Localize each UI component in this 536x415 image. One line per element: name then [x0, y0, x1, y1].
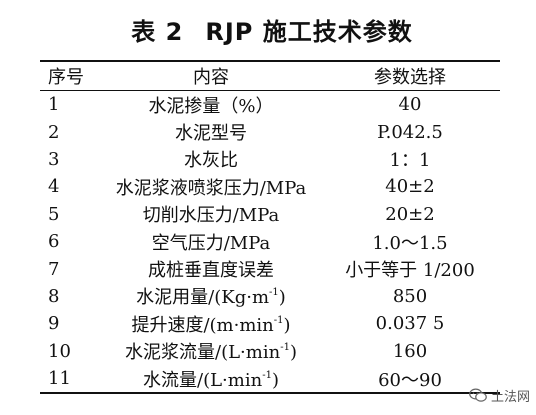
row-content-main: 水泥用量/(Kg·m [136, 287, 270, 309]
table-row: 2 水泥型号 P.042.5 [40, 118, 500, 145]
row-content: 成桩垂直度误差 [148, 260, 274, 282]
row-content-end: ) [271, 369, 279, 391]
row-no: 2 [48, 121, 60, 143]
table-header-row: 序号 内容 参数选择 [40, 62, 500, 91]
table-row: 3 水灰比 1：1 [40, 146, 500, 173]
row-param: 小于等于 1/200 [345, 260, 475, 282]
row-content-sup: -1 [273, 314, 284, 326]
row-no: 3 [48, 148, 60, 170]
row-content-end: ) [289, 342, 297, 364]
row-param: 850 [392, 285, 428, 307]
row-content: 切削水压力/MPa [142, 205, 280, 227]
table-caption: RJP 施工技术参数 [205, 18, 413, 46]
row-param: 0.037 5 [375, 313, 445, 335]
header-no: 序号 [48, 67, 84, 88]
table-row: 4 水泥浆液喷浆压力/MPa 40±2 [40, 173, 500, 200]
row-content: 水泥浆流量/(L·min-1) [102, 338, 320, 364]
parameter-table: 序号 内容 参数选择 1 水泥掺量（%） 40 2 水泥型号 P.042.5 3… [40, 60, 500, 395]
table-row: 7 成桩垂直度误差 小于等于 1/200 [40, 255, 500, 282]
table-row: 1 水泥掺量（%） 40 [40, 91, 500, 118]
row-no: 4 [48, 176, 60, 198]
wechat-icon [469, 388, 487, 402]
row-param: 40 [398, 94, 422, 116]
row-content: 水灰比 [184, 150, 238, 172]
row-param: 160 [392, 340, 428, 362]
watermark-text: 土法网 [490, 390, 530, 405]
row-content-sup: -1 [262, 369, 272, 381]
row-param: P.042.5 [377, 121, 443, 143]
row-content-main: 提升速度/(m·min [131, 314, 274, 336]
table-title: 表 2 RJP 施工技术参数 [0, 12, 536, 47]
row-content-end: ) [283, 314, 291, 336]
row-no: 6 [48, 231, 60, 253]
row-no: 11 [48, 368, 71, 390]
row-content: 水泥浆液喷浆压力/MPa [115, 177, 307, 199]
table-row: 5 切削水压力/MPa 20±2 [40, 201, 500, 228]
row-no: 8 [48, 285, 60, 307]
row-content: 水泥用量/(Kg·m-1) [102, 283, 320, 309]
row-content: 水流量/(L·min-1) [102, 366, 320, 392]
table-row: 9 提升速度/(m·min-1) 0.037 5 [40, 310, 500, 337]
row-content-sup: -1 [269, 287, 279, 299]
table-row: 8 水泥用量/(Kg·m-1) 850 [40, 283, 500, 310]
row-no: 10 [48, 340, 71, 362]
row-content-main: 水泥浆流量/(L·min [125, 342, 281, 364]
row-content: 水泥型号 [175, 123, 247, 145]
row-content: 水泥掺量（%） [148, 95, 274, 117]
row-content-end: ) [278, 287, 286, 309]
table-row: 10 水泥浆流量/(L·min-1) 160 [40, 338, 500, 365]
row-param: 1：1 [389, 150, 431, 172]
table-row: 6 空气压力/MPa 1.0～1.5 [40, 228, 500, 255]
row-no: 7 [48, 258, 60, 280]
header-param: 参数选择 [374, 67, 446, 88]
row-content: 空气压力/MPa [151, 232, 271, 254]
row-content-main: 水流量/(L·min [143, 369, 263, 391]
row-no: 1 [48, 94, 60, 116]
table-row: 11 水流量/(L·min-1) 60～90 [40, 365, 500, 392]
row-param: 40±2 [385, 176, 435, 198]
header-content: 内容 [193, 67, 229, 88]
row-param: 20±2 [385, 203, 435, 225]
watermark: 土法网 [469, 386, 530, 405]
table-number: 表 2 [131, 18, 184, 46]
row-no: 5 [48, 203, 60, 225]
row-no: 9 [48, 313, 60, 335]
row-content-sup: -1 [280, 342, 290, 354]
row-content: 提升速度/(m·min-1) [102, 311, 320, 337]
row-param: 1.0～1.5 [372, 232, 448, 254]
row-param: 60～90 [378, 369, 442, 391]
